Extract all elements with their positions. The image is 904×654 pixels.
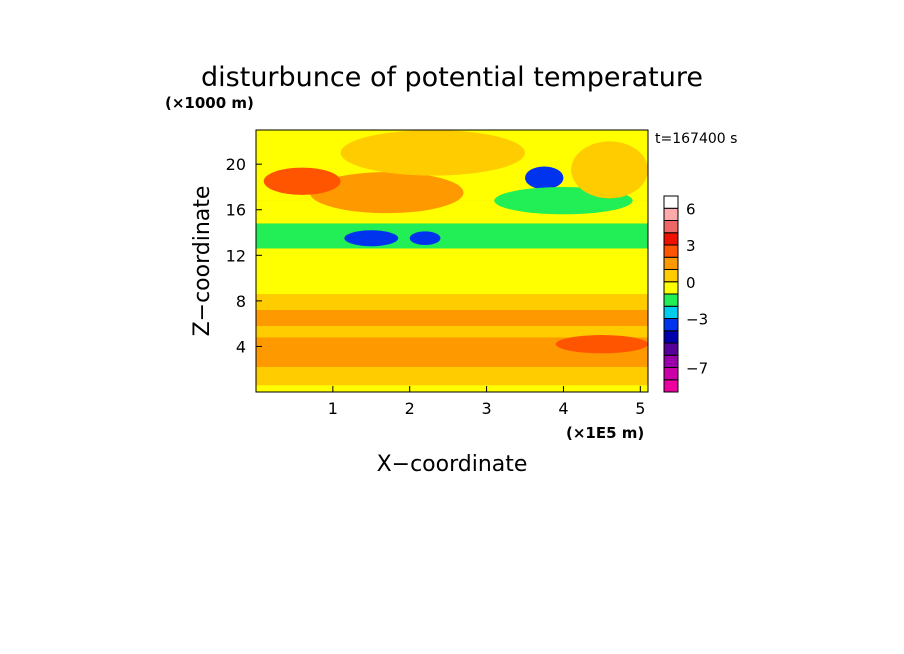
field-band-3 [256, 325, 648, 338]
colorbar [663, 195, 679, 393]
x-axis-ticks: 1 2 3 4 5 [328, 386, 645, 418]
y-axis-label: Z−coordinate [190, 186, 215, 337]
x-tick-label-1: 2 [405, 399, 415, 418]
field-band-0 [256, 385, 648, 392]
colorbar-swatch-1 [663, 367, 679, 381]
field-band-6 [256, 248, 648, 295]
colorbar-swatch-12 [663, 232, 679, 246]
y-axis-ticks: 4 8 12 16 20 [226, 155, 262, 356]
x-tick-label-0: 1 [328, 399, 338, 418]
time-label: t=167400 s [655, 131, 737, 147]
colorbar-label-2: 0 [686, 274, 696, 292]
colorbar-label-4: 6 [686, 200, 696, 218]
colorbar-swatch-15 [663, 195, 679, 209]
field-blob-14 [309, 172, 464, 214]
field-band-7 [256, 223, 648, 249]
colorbar-swatch-0 [663, 379, 679, 393]
x-axis-label: X−coordinate [377, 452, 528, 477]
contour-plot-area [256, 130, 648, 392]
y-tick-label-0: 4 [236, 337, 246, 356]
field-blob-10 [344, 230, 399, 247]
colorbar-swatch-13 [663, 220, 679, 234]
colorbar-swatch-14 [663, 207, 679, 221]
colorbar-swatch-10 [663, 256, 679, 270]
plot-frame [255, 129, 649, 393]
field-band-1 [256, 366, 648, 386]
colorbar-swatch-4 [663, 330, 679, 344]
field-blob-18 [555, 335, 648, 354]
colorbar-swatch-9 [663, 269, 679, 283]
x-tick-label-4: 5 [635, 399, 645, 418]
y-tick-label-4: 20 [226, 155, 246, 174]
field-band-4 [256, 309, 648, 326]
colorbar-swatch-3 [663, 342, 679, 356]
x-tick-label-2: 3 [481, 399, 491, 418]
colorbar-ticks: −7 −3 0 3 6 [686, 200, 708, 377]
field-blob-11 [409, 231, 441, 246]
field-blob-16 [571, 141, 648, 199]
y-tick-label-1: 8 [236, 292, 246, 311]
field-blob-17 [340, 130, 526, 176]
x-unit-label: (×1E5 m) [566, 424, 644, 442]
field-blob-12 [525, 166, 564, 190]
colorbar-label-1: −3 [686, 311, 708, 329]
y-unit-label: (×1000 m) [165, 94, 254, 112]
colorbar-label-3: 3 [686, 237, 696, 255]
colorbar-swatch-8 [663, 281, 679, 295]
x-tick-label-3: 4 [558, 399, 568, 418]
chart-title: disturbunce of potential temperature [201, 62, 703, 93]
y-tick-label-3: 16 [226, 201, 246, 220]
colorbar-label-0: −7 [686, 360, 708, 378]
colorbar-swatch-5 [663, 318, 679, 332]
field-blob-15 [263, 167, 341, 195]
colorbar-swatch-2 [663, 354, 679, 368]
colorbar-swatch-7 [663, 293, 679, 307]
y-tick-label-2: 12 [226, 246, 246, 265]
colorbar-swatch-6 [663, 305, 679, 319]
field-band-5 [256, 294, 648, 310]
colorbar-swatch-11 [663, 244, 679, 258]
